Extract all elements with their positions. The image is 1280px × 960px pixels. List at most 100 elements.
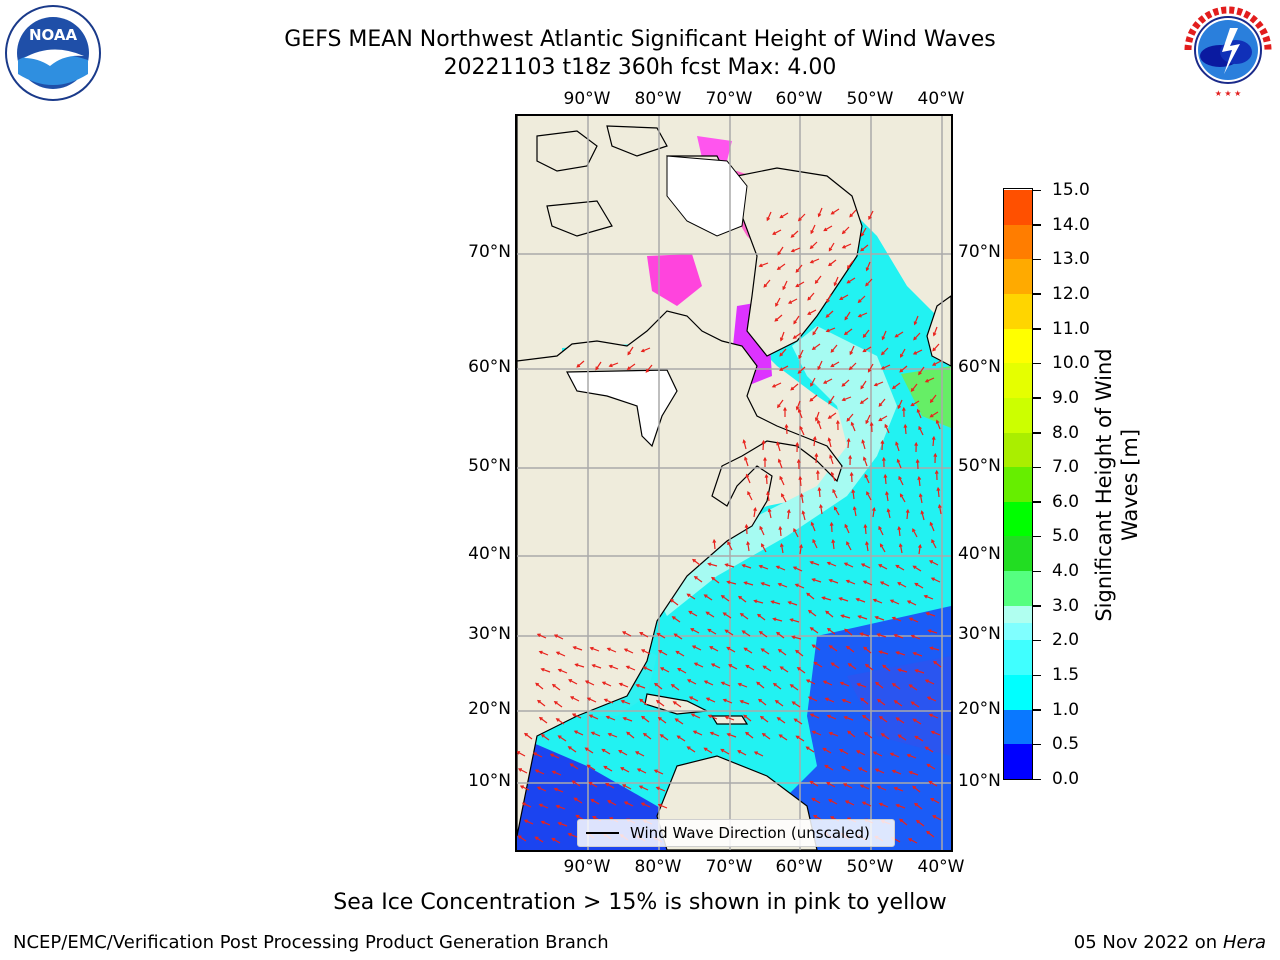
wind-arrow [725, 629, 734, 636]
wind-arrow-head [810, 521, 815, 526]
wind-arrow-head [932, 347, 936, 352]
wind-arrow [535, 682, 544, 690]
colorbar-segment [1004, 674, 1032, 710]
wind-arrow [874, 381, 884, 386]
colorbar-segment [1004, 224, 1032, 260]
wind-arrow-head [783, 406, 787, 411]
wind-arrow-head [705, 611, 710, 616]
wind-arrow [639, 785, 649, 791]
wind-arrow [914, 315, 919, 325]
lat-label-left-30n: 30°N [468, 624, 511, 644]
map-panel [515, 114, 953, 852]
wind-arrow [517, 751, 526, 757]
lat-label-right-30n: 30°N [958, 624, 1001, 644]
wind-arrow [930, 798, 940, 804]
wind-arrow-head [784, 423, 789, 428]
wind-arrow-head [925, 830, 930, 835]
wind-arrow-head [855, 597, 860, 602]
wind-arrow-head [724, 629, 729, 634]
wind-arrow [938, 504, 942, 515]
wind-arrow-head [906, 753, 911, 758]
wind-arrow-head [775, 631, 780, 636]
wind-arrow-head [590, 798, 595, 803]
wind-arrow-head [825, 328, 830, 333]
wind-arrow-head [799, 492, 804, 498]
wind-arrow-head [555, 651, 560, 656]
wind-arrow [852, 490, 855, 500]
wind-arrow-head [906, 600, 911, 604]
wind-arrow [604, 698, 614, 704]
wind-arrow-head [623, 801, 628, 805]
wind-arrow [554, 788, 564, 793]
wind-arrow-head [851, 488, 856, 494]
wind-arrow [533, 752, 543, 758]
wind-arrow-head [830, 363, 835, 368]
wind-arrow-head [645, 368, 650, 373]
wind-arrow-head [792, 566, 797, 570]
wind-arrow-head [605, 715, 610, 720]
wind-arrow-head [852, 506, 857, 511]
wind-arrow-head [692, 730, 697, 735]
colorbar-tick-mark [1033, 709, 1041, 711]
wind-arrow-head [795, 406, 800, 411]
wind-arrow-head [897, 582, 902, 586]
wind-arrow [810, 561, 820, 566]
wind-arrow-head [766, 217, 771, 222]
wind-arrow-head [841, 766, 846, 770]
wind-arrow [747, 542, 750, 552]
wind-arrow [898, 527, 901, 537]
wind-arrow [589, 714, 599, 720]
wind-arrow [802, 511, 806, 521]
wind-arrow-head [843, 562, 848, 567]
wind-arrow [878, 398, 886, 407]
wind-arrow [827, 562, 837, 567]
wind-arrow [706, 697, 716, 703]
wind-arrow [590, 647, 600, 652]
wind-arrow-head [912, 785, 917, 790]
wind-arrow [932, 815, 942, 821]
wind-arrow-head [809, 245, 814, 250]
wind-arrow [623, 717, 633, 722]
wind-arrow [558, 822, 568, 827]
lat-label-left-50n: 50°N [468, 456, 511, 476]
wind-arrow [865, 414, 871, 424]
wind-arrow-head [814, 417, 819, 422]
wind-arrow-head [794, 583, 799, 588]
wind-arrow [847, 260, 854, 269]
wind-arrow [812, 539, 818, 549]
wind-arrow [911, 701, 920, 708]
colorbar-segment [1004, 328, 1032, 364]
wind-arrow-head [625, 665, 630, 670]
wind-arrow-head [812, 331, 816, 336]
wind-arrow-head [880, 366, 885, 370]
colorbar-tick-label: 9.0 [1052, 387, 1080, 408]
wind-arrow-head [908, 684, 913, 688]
wind-arrow-head [861, 801, 866, 806]
wind-arrow-head [869, 421, 874, 426]
wind-arrow [931, 731, 941, 736]
wind-arrow [830, 522, 833, 533]
colorbar-tick-label: 0.0 [1052, 769, 1080, 789]
wind-arrow [895, 442, 900, 452]
wind-arrow [840, 682, 850, 687]
wind-arrow [847, 438, 850, 449]
wind-arrow-head [825, 610, 830, 615]
wind-arrow [921, 511, 925, 521]
wind-arrow-head [849, 213, 853, 218]
wind-arrow-head [572, 646, 577, 650]
wind-arrow-head [534, 769, 539, 773]
wind-arrow [713, 539, 716, 550]
wind-arrow-head [774, 700, 779, 704]
wind-arrow-head [863, 646, 868, 651]
wind-arrow-head [861, 714, 866, 719]
wind-arrow-head [724, 715, 729, 720]
wind-arrow [763, 279, 771, 288]
wind-arrow [660, 667, 670, 673]
wind-arrow-head [636, 768, 641, 772]
wind-arrow [793, 332, 802, 339]
wind-arrow-head [759, 715, 764, 720]
wind-arrow-head [782, 286, 786, 291]
wind-arrow [812, 326, 819, 335]
wind-arrow [812, 578, 822, 583]
wind-arrow [895, 564, 905, 571]
